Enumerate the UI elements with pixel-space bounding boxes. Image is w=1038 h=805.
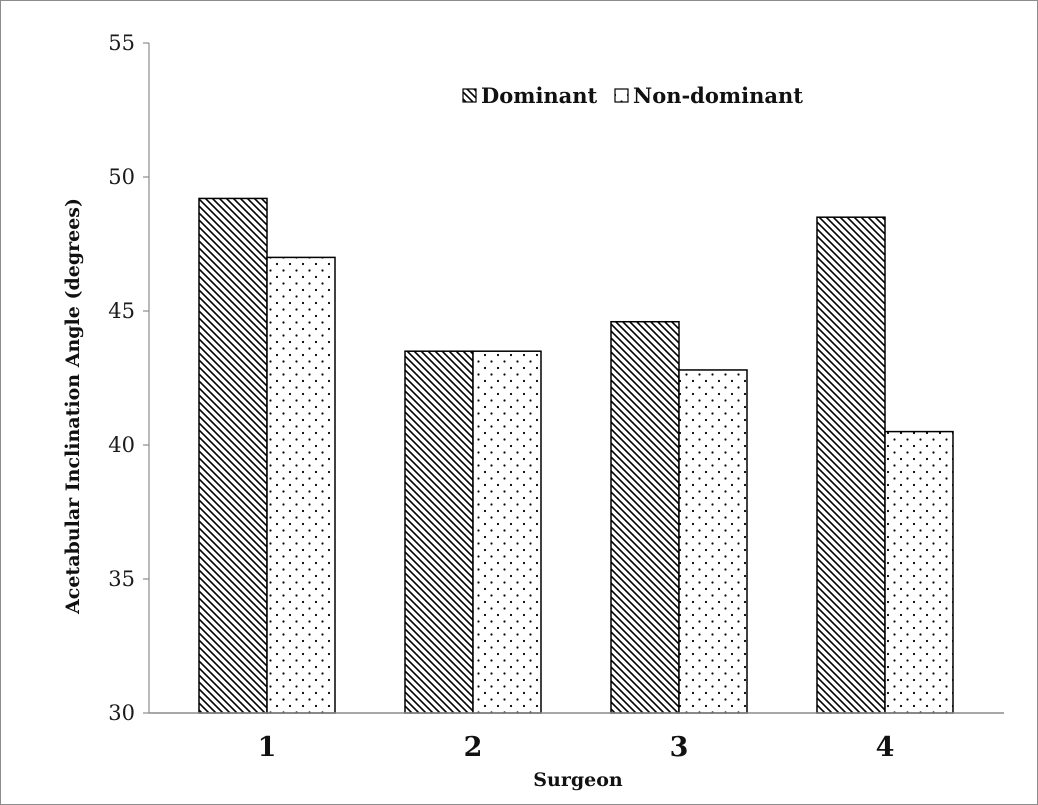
y-tick-label: 35 [108, 567, 135, 591]
legend-swatch-dominant [462, 88, 477, 103]
x-category-label: 2 [464, 732, 483, 763]
y-axis-title: Acetabular Inclination Angle (degrees) [62, 198, 84, 615]
legend-swatch-non-dominant [614, 88, 629, 103]
y-tick-label: 40 [108, 433, 135, 457]
bar-non-dominant-surgeon-4 [884, 430, 954, 714]
bar-non-dominant-surgeon-3 [678, 369, 748, 714]
y-tick-label: 30 [108, 701, 135, 725]
bar-non-dominant-surgeon-2 [472, 350, 542, 714]
y-tick-label: 50 [108, 165, 135, 189]
bar-dominant-surgeon-4 [816, 216, 886, 714]
bar-non-dominant-surgeon-1 [266, 256, 336, 714]
y-tick-label: 45 [108, 299, 135, 323]
x-category-label: 4 [876, 732, 895, 763]
legend: Dominant Non-dominant [462, 83, 803, 108]
x-category-label: 1 [258, 732, 277, 763]
bar-dominant-surgeon-1 [198, 197, 268, 714]
bar-dominant-surgeon-3 [610, 320, 680, 714]
x-axis: 1 2 3 4 [149, 712, 1004, 763]
x-axis-title: Surgeon [533, 769, 623, 791]
y-axis: 30 35 40 45 50 55 [108, 31, 150, 725]
bar-dominant-surgeon-2 [404, 350, 474, 714]
bars [198, 197, 954, 714]
y-tick-label: 55 [108, 31, 135, 55]
x-category-label: 3 [670, 732, 689, 763]
legend-label-non-dominant: Non-dominant [633, 83, 803, 108]
legend-label-dominant: Dominant [481, 83, 598, 108]
